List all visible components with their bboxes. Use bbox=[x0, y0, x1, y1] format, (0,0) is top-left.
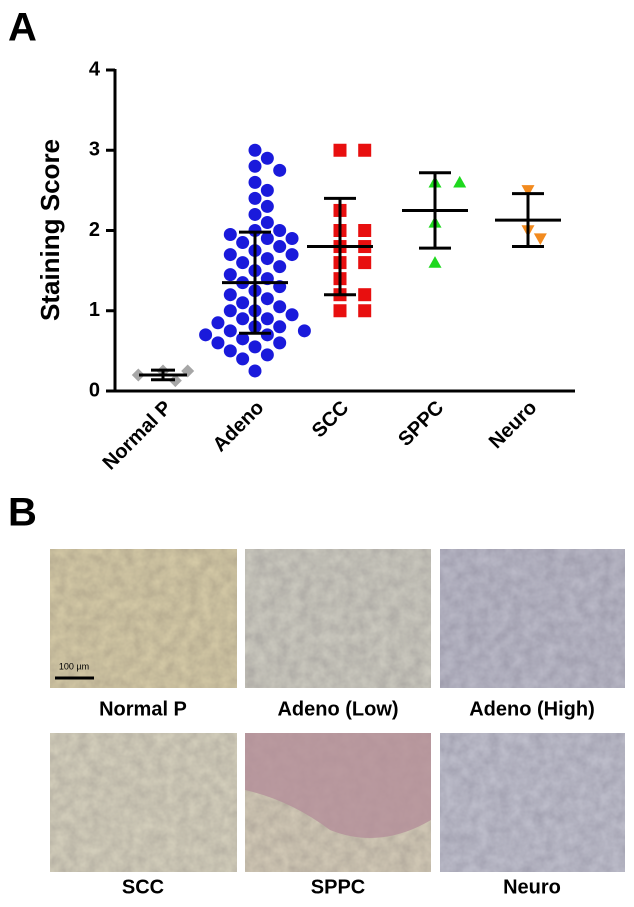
data-point bbox=[533, 233, 547, 246]
data-point bbox=[260, 232, 274, 246]
data-point bbox=[223, 344, 237, 358]
data-point bbox=[236, 352, 250, 366]
data-point bbox=[521, 185, 535, 197]
data-point bbox=[358, 224, 372, 237]
y-tick-label: 0 bbox=[89, 379, 100, 401]
data-point bbox=[273, 320, 287, 334]
image-caption: SPPC bbox=[311, 876, 365, 898]
data-point bbox=[248, 207, 262, 221]
data-point bbox=[273, 300, 287, 314]
data-point bbox=[199, 328, 213, 342]
data-point bbox=[260, 328, 274, 342]
data-point bbox=[211, 336, 225, 350]
panel-label: A bbox=[8, 6, 37, 50]
data-point bbox=[297, 324, 311, 338]
data-point bbox=[248, 175, 262, 189]
image-panels: 100 µm bbox=[50, 549, 625, 872]
x-tick-label: SPPC bbox=[394, 397, 448, 451]
y-axis-label: Staining Score bbox=[35, 139, 65, 321]
data-point bbox=[223, 268, 237, 282]
data-point bbox=[260, 199, 274, 213]
data-point bbox=[248, 143, 262, 157]
data-point bbox=[358, 304, 372, 318]
y-tick-label: 2 bbox=[89, 219, 100, 241]
data-point bbox=[236, 312, 250, 326]
data-point bbox=[285, 248, 299, 262]
micrograph bbox=[245, 549, 431, 688]
data-point bbox=[260, 348, 274, 362]
data-point bbox=[248, 159, 262, 173]
image-caption: Adeno (Low) bbox=[277, 698, 398, 720]
x-tick-label: SCC bbox=[308, 397, 353, 442]
data-point bbox=[236, 296, 250, 310]
data-point bbox=[248, 224, 262, 237]
data-point bbox=[358, 256, 372, 270]
data-point bbox=[260, 215, 274, 229]
micrograph bbox=[50, 733, 237, 872]
y-tick-label: 4 bbox=[89, 58, 101, 80]
data-point bbox=[223, 324, 237, 338]
micrograph bbox=[440, 733, 625, 872]
image-caption: Normal P bbox=[99, 698, 187, 720]
data-point bbox=[273, 260, 287, 274]
data-point bbox=[168, 374, 182, 388]
data-point bbox=[285, 308, 299, 322]
data-point bbox=[211, 316, 225, 330]
data-point bbox=[236, 256, 250, 270]
data-point bbox=[333, 143, 347, 157]
data-point bbox=[273, 224, 287, 237]
x-tick-label: Adeno bbox=[209, 397, 269, 457]
data-point bbox=[223, 304, 237, 318]
data-point bbox=[358, 288, 372, 302]
data-point bbox=[273, 336, 287, 350]
image-caption: Adeno (High) bbox=[469, 698, 595, 720]
data-point bbox=[273, 163, 287, 177]
data-point bbox=[260, 252, 274, 266]
scale-bar-label: 100 µm bbox=[59, 661, 89, 671]
data-point bbox=[358, 143, 372, 157]
x-tick-label: Normal P bbox=[99, 397, 177, 475]
data-point bbox=[248, 191, 262, 205]
data-point bbox=[260, 151, 274, 165]
tissue-region bbox=[245, 733, 431, 838]
data-point bbox=[260, 292, 274, 306]
data-point bbox=[285, 232, 299, 246]
panel-label: B bbox=[8, 491, 37, 535]
data-point bbox=[131, 368, 145, 382]
image-caption: SCC bbox=[122, 876, 164, 898]
data-point bbox=[236, 332, 250, 346]
data-point bbox=[236, 236, 250, 250]
micrograph bbox=[50, 549, 237, 688]
data-point bbox=[223, 228, 237, 242]
image-caption: Neuro bbox=[503, 876, 561, 898]
data-point bbox=[428, 256, 442, 268]
micrograph bbox=[440, 549, 625, 688]
data-point bbox=[223, 248, 237, 262]
data-point bbox=[248, 364, 262, 378]
y-tick-label: 1 bbox=[89, 299, 100, 321]
data-point bbox=[260, 312, 274, 326]
data-point bbox=[333, 304, 347, 318]
x-tick-label: Neuro bbox=[485, 397, 541, 453]
data-point bbox=[260, 183, 274, 197]
data-point bbox=[273, 240, 287, 254]
data-point bbox=[453, 175, 467, 188]
y-tick-label: 3 bbox=[89, 139, 100, 161]
data-point bbox=[248, 340, 262, 354]
data-point bbox=[223, 288, 237, 302]
